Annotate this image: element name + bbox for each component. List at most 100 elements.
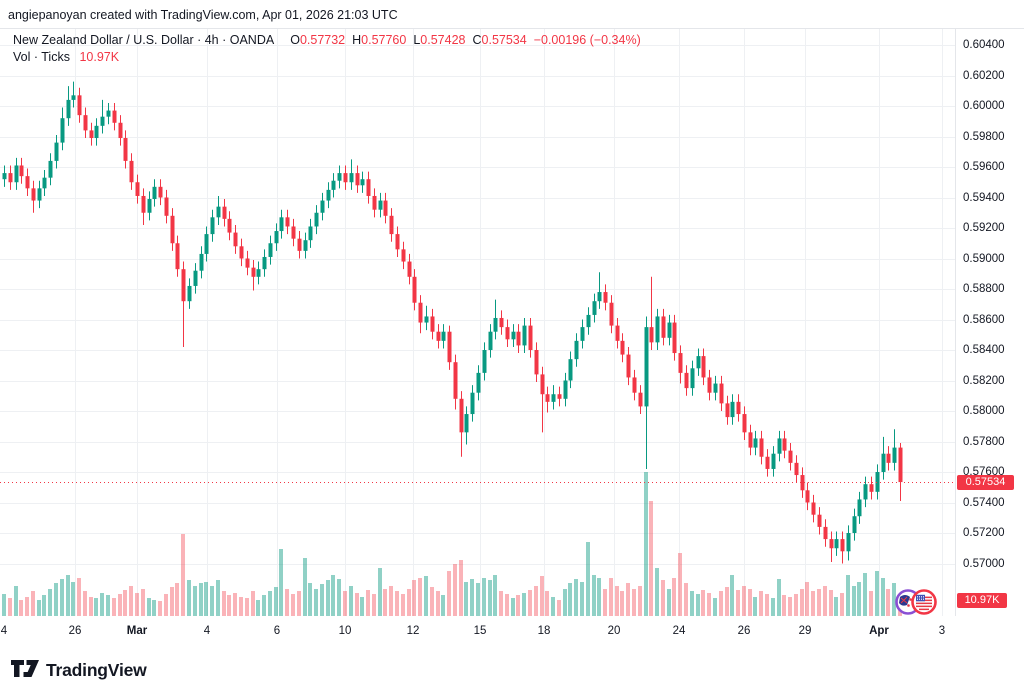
volume-bar [580, 582, 584, 616]
candle-body [256, 269, 261, 277]
candle-body [314, 212, 319, 227]
time-tick-label: 26 [68, 625, 82, 637]
candle-body [216, 206, 221, 218]
volume-bar [152, 600, 156, 616]
volume-bar [840, 593, 844, 616]
volume-bar [690, 591, 694, 616]
candle-body [343, 173, 348, 183]
candle-body [164, 197, 169, 216]
candle-body [60, 118, 65, 143]
candle-body [834, 539, 839, 549]
candle-body [83, 115, 88, 131]
volume-bar [71, 582, 75, 616]
price-tick-label: 0.58800 [963, 283, 1005, 295]
volume-bar [164, 594, 168, 616]
volume-bar [568, 583, 572, 616]
volume-bar [37, 600, 41, 616]
volume-bar [736, 590, 740, 616]
candle-body [528, 325, 533, 350]
candle-body [470, 392, 475, 415]
volume-bar [251, 591, 255, 616]
time-tick-label: 4 [0, 625, 8, 637]
price-tick-label: 0.58200 [963, 374, 1005, 387]
candle-body [829, 539, 834, 549]
volume-bar [245, 598, 249, 616]
volume-bar [297, 591, 301, 616]
candle-body [199, 253, 204, 271]
gridlines [0, 29, 955, 616]
volume-bar [8, 598, 12, 616]
volume-bar [135, 593, 139, 616]
volume-bar [436, 591, 440, 616]
candle-body [430, 316, 435, 332]
candle-body [678, 353, 683, 373]
candle-body [748, 432, 753, 448]
volume-bar [193, 586, 197, 616]
volume-bar [563, 589, 567, 616]
candle-body [511, 331, 516, 340]
time-tick-label: 26 [737, 625, 751, 637]
volume-bar [42, 595, 46, 616]
time-tick-label: Mar [126, 625, 148, 637]
volume-bar [291, 594, 295, 616]
volume-bar [123, 590, 127, 616]
candle-body [106, 110, 111, 117]
volume-bar [516, 595, 520, 616]
volume-bar [279, 549, 283, 616]
volume-bar [482, 578, 486, 616]
instrument-flags-icon [893, 586, 943, 618]
volume-bar [308, 583, 312, 616]
volume-bar [60, 579, 64, 616]
volume-bar [210, 586, 214, 616]
volume-bar [470, 579, 474, 616]
volume-bar [609, 578, 613, 616]
candle-body [516, 331, 521, 346]
price-tick-label: 0.60400 [963, 39, 1005, 51]
volume-bar [447, 571, 451, 616]
volume-bar [603, 589, 607, 616]
candle-body [2, 173, 7, 180]
candle-body [170, 215, 175, 244]
time-tick-label: 20 [607, 625, 621, 637]
volume-bar [476, 583, 480, 616]
candle-body [141, 195, 146, 213]
volume-bar [303, 558, 307, 616]
candle-body [349, 173, 354, 183]
volume-bar [748, 589, 752, 616]
volume-bar [701, 590, 705, 616]
time-tick-label: 4 [203, 625, 211, 637]
ohlc-value: 0.57428 [420, 33, 466, 47]
time-tick-label: Apr [869, 625, 889, 637]
volume-bar [112, 598, 116, 616]
volume-bar [285, 589, 289, 616]
volume-bar [534, 586, 538, 616]
candle-body [31, 188, 36, 201]
volume-bar [233, 593, 237, 616]
volume-bar [262, 595, 266, 616]
volume-bar [742, 586, 746, 616]
candle-body [620, 340, 625, 355]
volume-bar [771, 598, 775, 616]
price-tick-label: 0.59800 [963, 130, 1005, 143]
candle-body [331, 180, 336, 190]
candle-body [857, 499, 862, 517]
candle-body [54, 142, 59, 161]
volume-bar [719, 591, 723, 616]
volume-bar [175, 583, 179, 616]
volume-bar [586, 542, 590, 616]
volume-bar [141, 589, 145, 616]
candle-body [725, 403, 730, 418]
candle-body [251, 267, 256, 277]
candle-body [522, 325, 527, 346]
candle-body [453, 362, 458, 399]
candle-body [817, 514, 822, 527]
candle-body [568, 359, 573, 381]
price-tick-label: 0.58000 [963, 405, 1005, 417]
volume-bar [869, 591, 873, 616]
candle-body [852, 516, 857, 533]
volume-bar [227, 595, 231, 616]
candle-body [447, 331, 452, 363]
footer-branding[interactable]: TradingView [10, 658, 147, 682]
volume-bar [100, 593, 104, 616]
